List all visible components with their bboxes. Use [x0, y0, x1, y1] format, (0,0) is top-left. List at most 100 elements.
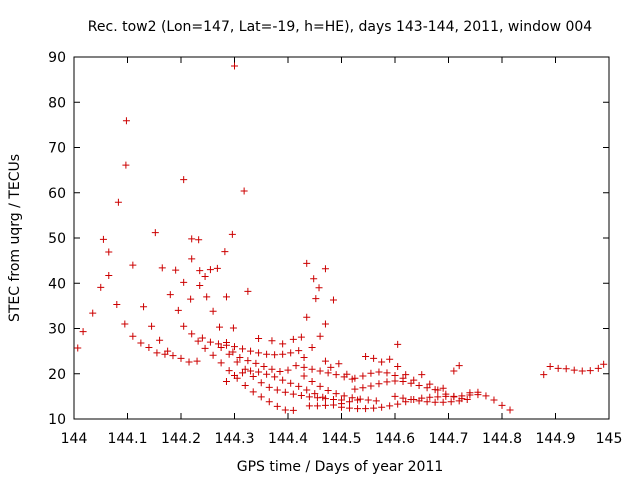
data-point — [399, 374, 407, 382]
data-points — [74, 62, 608, 414]
data-point — [97, 283, 105, 291]
data-point — [222, 341, 230, 349]
data-point — [346, 404, 354, 412]
data-point — [201, 272, 209, 280]
data-point — [114, 198, 122, 206]
x-tick-label: 144.2 — [161, 431, 201, 447]
y-tick-label: 20 — [48, 367, 66, 383]
data-point — [439, 398, 447, 406]
data-point — [129, 261, 137, 269]
data-point — [166, 291, 174, 299]
data-point — [265, 383, 273, 391]
data-point — [321, 357, 329, 365]
data-point — [216, 323, 224, 331]
data-point — [329, 296, 337, 304]
data-point — [447, 398, 455, 406]
data-point — [229, 324, 237, 332]
data-point — [332, 390, 340, 398]
data-point — [187, 295, 195, 303]
data-point — [386, 355, 394, 363]
x-tick-label: 144.9 — [535, 431, 575, 447]
data-point — [279, 350, 287, 358]
data-point — [198, 334, 206, 342]
data-point — [359, 372, 367, 380]
y-tick-label: 90 — [48, 50, 66, 66]
data-point — [240, 187, 248, 195]
data-point — [236, 353, 244, 361]
y-tick-label: 80 — [48, 95, 66, 111]
data-point — [458, 395, 466, 403]
data-point — [372, 397, 380, 405]
data-point — [300, 353, 308, 361]
data-point — [354, 396, 362, 404]
data-point — [148, 322, 156, 330]
data-point — [410, 376, 418, 384]
data-point — [498, 401, 506, 409]
data-point — [188, 330, 196, 338]
data-point — [359, 384, 367, 392]
data-point — [305, 402, 313, 410]
data-point — [177, 354, 185, 362]
data-point — [188, 255, 196, 263]
y-tick-label: 50 — [48, 231, 66, 247]
data-point — [281, 406, 289, 414]
data-point — [263, 350, 271, 358]
data-point — [394, 340, 402, 348]
data-point — [276, 367, 284, 375]
data-point — [321, 320, 329, 328]
data-point — [351, 374, 359, 382]
data-point — [540, 371, 548, 379]
data-point — [362, 405, 370, 413]
data-point — [255, 368, 263, 376]
data-point — [257, 379, 265, 387]
data-point — [316, 382, 324, 390]
data-point — [273, 386, 281, 394]
data-point — [418, 371, 426, 379]
data-point — [490, 396, 498, 404]
data-point — [313, 402, 321, 410]
data-point — [169, 352, 177, 360]
data-point — [231, 343, 238, 351]
data-point — [284, 366, 292, 374]
data-point — [273, 402, 281, 410]
data-point — [394, 400, 402, 408]
data-point — [594, 364, 602, 372]
data-point — [311, 390, 319, 398]
data-point — [153, 349, 161, 357]
data-point — [474, 388, 482, 396]
data-point — [263, 370, 271, 378]
data-point — [231, 62, 238, 70]
data-point — [346, 398, 354, 406]
data-point — [105, 272, 113, 280]
data-point — [308, 365, 316, 373]
data-point — [268, 337, 276, 345]
y-axis-label: STEC from uqrg / TECUs — [7, 154, 23, 322]
data-point — [287, 379, 295, 387]
data-point — [310, 275, 318, 283]
axis-ticks — [73, 56, 610, 420]
data-point — [244, 287, 252, 295]
data-point — [265, 398, 273, 406]
x-tick-label: 144.1 — [107, 431, 147, 447]
data-point — [225, 367, 233, 375]
data-point — [362, 353, 370, 361]
data-point — [180, 176, 188, 184]
data-point — [586, 367, 594, 375]
data-point — [383, 378, 391, 386]
data-point — [121, 320, 129, 328]
data-point — [74, 344, 82, 352]
data-point — [364, 396, 372, 404]
data-point — [180, 278, 188, 286]
data-point — [370, 354, 378, 362]
data-point — [423, 398, 431, 406]
data-point — [442, 390, 450, 398]
data-point — [600, 360, 608, 368]
data-point — [434, 393, 442, 401]
y-tick-label: 30 — [48, 322, 66, 338]
data-point — [287, 349, 295, 357]
data-point — [378, 403, 386, 411]
data-point — [164, 347, 172, 355]
data-point — [151, 229, 159, 237]
data-point — [289, 390, 297, 398]
